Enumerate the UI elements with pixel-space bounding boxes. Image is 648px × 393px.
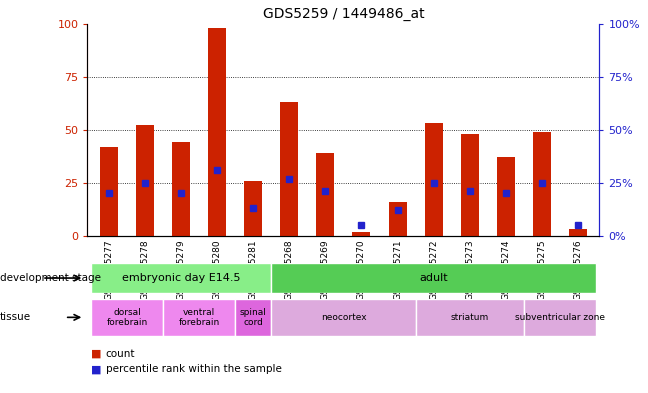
Bar [272,263,596,293]
Text: GSM1195270: GSM1195270 [357,240,366,300]
Bar [569,230,587,236]
Bar [389,202,406,236]
Bar [424,123,443,236]
Text: GSM1195271: GSM1195271 [393,240,402,300]
Text: embryonic day E14.5: embryonic day E14.5 [122,273,240,283]
Bar [316,153,334,236]
Text: tissue: tissue [0,312,31,322]
Text: GSM1195277: GSM1195277 [104,240,113,300]
Bar [353,231,371,236]
Bar [524,299,596,336]
Bar [91,299,163,336]
Text: development stage: development stage [0,273,101,283]
Text: GSM1195273: GSM1195273 [465,240,474,300]
Text: subventricular zone: subventricular zone [515,313,605,322]
Text: GSM1195269: GSM1195269 [321,240,330,300]
Text: GSM1195268: GSM1195268 [285,240,294,300]
Bar [415,299,524,336]
Bar [533,132,551,236]
Text: GSM1195274: GSM1195274 [501,240,510,300]
Bar [100,147,118,236]
Bar [172,142,191,236]
Text: count: count [106,349,135,359]
Text: neocortex: neocortex [321,313,366,322]
Bar [163,299,235,336]
Text: ■: ■ [91,349,101,359]
Text: GSM1195278: GSM1195278 [141,240,150,300]
Text: percentile rank within the sample: percentile rank within the sample [106,364,281,375]
Bar [281,102,298,236]
Text: GSM1195272: GSM1195272 [429,240,438,300]
Bar [235,299,272,336]
Text: GSM1195276: GSM1195276 [573,240,583,300]
Bar [272,299,415,336]
Text: spinal
cord: spinal cord [240,308,267,327]
Bar [91,263,272,293]
Bar [496,157,515,236]
Text: adult: adult [419,273,448,283]
Text: striatum: striatum [450,313,489,322]
Title: GDS5259 / 1449486_at: GDS5259 / 1449486_at [262,7,424,21]
Text: GSM1195275: GSM1195275 [537,240,546,300]
Bar [461,134,479,236]
Text: GSM1195280: GSM1195280 [213,240,222,300]
Text: GSM1195279: GSM1195279 [177,240,186,300]
Text: dorsal
forebrain: dorsal forebrain [106,308,148,327]
Text: ■: ■ [91,364,101,375]
Bar [208,28,226,236]
Bar [244,181,262,236]
Text: ventral
forebrain: ventral forebrain [179,308,220,327]
Bar [136,125,154,236]
Text: GSM1195281: GSM1195281 [249,240,258,300]
